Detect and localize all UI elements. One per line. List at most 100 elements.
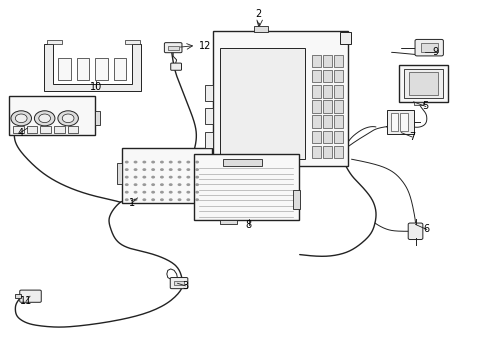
Text: 8: 8	[246, 220, 252, 230]
Circle shape	[186, 168, 190, 171]
Bar	[40, 126, 51, 133]
Bar	[15, 294, 21, 298]
Bar	[220, 48, 305, 159]
Bar	[323, 131, 332, 143]
Bar	[254, 26, 269, 32]
Bar	[58, 58, 71, 80]
Bar	[404, 69, 443, 98]
Bar	[334, 116, 343, 128]
Bar	[205, 108, 213, 125]
Circle shape	[58, 111, 78, 126]
Bar	[117, 163, 122, 184]
Bar	[313, 55, 321, 67]
Bar	[9, 96, 95, 135]
Circle shape	[160, 168, 164, 171]
Circle shape	[177, 168, 181, 171]
Bar	[13, 126, 24, 133]
Bar	[323, 55, 332, 67]
Text: 11: 11	[20, 296, 32, 306]
FancyBboxPatch shape	[164, 42, 182, 53]
FancyBboxPatch shape	[20, 290, 41, 302]
Circle shape	[151, 161, 155, 163]
Bar	[194, 154, 299, 220]
Bar	[77, 58, 89, 80]
Circle shape	[125, 191, 129, 194]
FancyBboxPatch shape	[170, 278, 188, 289]
Text: 3: 3	[182, 281, 189, 291]
Text: 2: 2	[256, 9, 262, 19]
Bar	[391, 113, 398, 131]
Circle shape	[177, 191, 181, 194]
Circle shape	[160, 161, 164, 163]
Circle shape	[169, 183, 172, 186]
Text: 1: 1	[128, 198, 135, 208]
Circle shape	[177, 183, 181, 186]
Circle shape	[160, 183, 164, 186]
Circle shape	[125, 183, 129, 186]
Circle shape	[143, 168, 147, 171]
Bar	[54, 126, 65, 133]
Text: 7: 7	[409, 132, 415, 142]
Bar	[387, 110, 414, 134]
Bar	[334, 100, 343, 113]
Text: 10: 10	[90, 82, 102, 93]
Bar	[96, 58, 108, 80]
Bar	[213, 31, 347, 166]
Bar	[313, 100, 321, 113]
Text: 4: 4	[17, 128, 24, 138]
Circle shape	[143, 183, 147, 186]
Bar	[323, 70, 332, 82]
Circle shape	[177, 161, 181, 163]
Bar	[421, 43, 438, 52]
Circle shape	[186, 161, 190, 163]
Circle shape	[169, 168, 172, 171]
Bar	[313, 85, 321, 98]
Circle shape	[186, 191, 190, 194]
Circle shape	[177, 176, 181, 179]
Text: 6: 6	[424, 225, 430, 234]
Circle shape	[134, 161, 138, 163]
Circle shape	[134, 168, 138, 171]
Bar	[400, 113, 408, 131]
Bar	[223, 159, 262, 166]
Bar	[47, 40, 62, 44]
Bar	[323, 145, 332, 158]
Bar	[334, 145, 343, 158]
Bar	[168, 45, 178, 50]
Circle shape	[39, 114, 50, 123]
Bar	[323, 100, 332, 113]
Circle shape	[62, 114, 74, 123]
Bar	[293, 190, 300, 210]
Text: 9: 9	[433, 46, 439, 57]
Circle shape	[169, 176, 172, 179]
Circle shape	[143, 161, 147, 163]
Circle shape	[143, 191, 147, 194]
Circle shape	[11, 111, 31, 126]
Bar	[313, 145, 321, 158]
Circle shape	[143, 198, 147, 201]
Bar	[323, 85, 332, 98]
Circle shape	[186, 183, 190, 186]
Text: 12: 12	[198, 41, 211, 50]
Circle shape	[134, 176, 138, 179]
Bar	[340, 32, 351, 44]
Bar	[313, 116, 321, 128]
Bar	[95, 111, 100, 126]
FancyBboxPatch shape	[171, 63, 181, 70]
Circle shape	[134, 198, 138, 201]
Bar	[409, 72, 438, 95]
Circle shape	[195, 191, 199, 194]
Circle shape	[151, 168, 155, 171]
Circle shape	[160, 191, 164, 194]
Circle shape	[169, 161, 172, 163]
Text: 5: 5	[423, 102, 429, 112]
Circle shape	[151, 176, 155, 179]
Bar	[313, 131, 321, 143]
Bar	[114, 58, 126, 80]
Bar	[205, 132, 213, 148]
Bar	[125, 40, 140, 44]
Bar	[334, 131, 343, 143]
Bar	[323, 116, 332, 128]
Bar	[26, 126, 37, 133]
Polygon shape	[44, 44, 142, 91]
